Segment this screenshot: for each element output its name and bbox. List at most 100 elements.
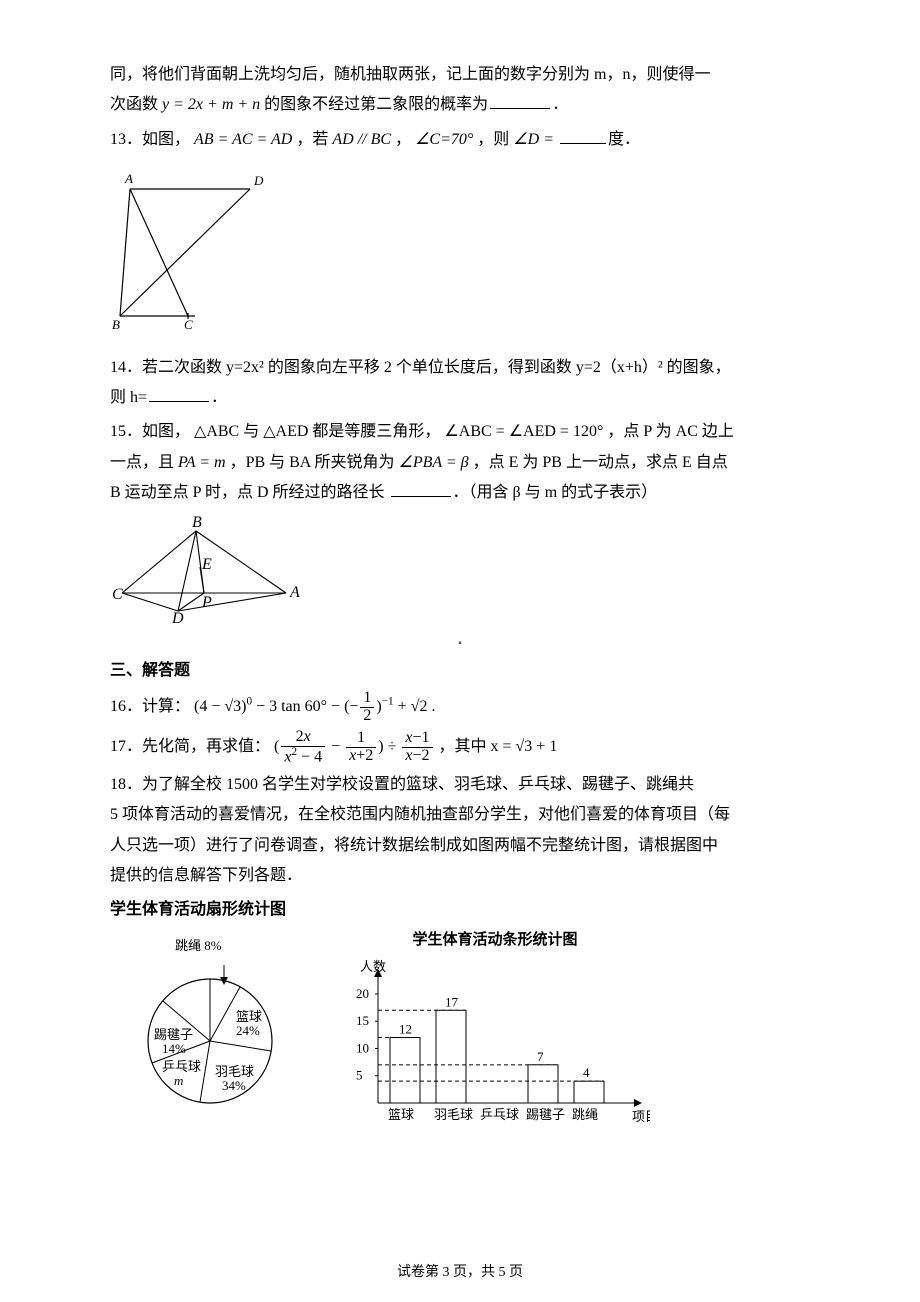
q15-pa: PA = m: [178, 454, 226, 471]
pie-pct-badminton: 34%: [222, 1078, 246, 1093]
q15-label-D: D: [171, 610, 184, 625]
q15-and: 与: [243, 423, 263, 440]
q18: 18．为了解全校 1500 名学生对学校设置的篮球、羽毛球、乒乓球、踢毽子、跳绳…: [110, 770, 810, 892]
q18-charts: 篮球 24% 羽毛球 34% 乒乓球 m 踢毽子 14% 跳绳 8% 学生体育活…: [110, 926, 810, 1145]
svg-text:篮球: 篮球: [388, 1107, 414, 1122]
q12-line2-prefix: 次函数: [110, 96, 162, 113]
svg-text:7: 7: [537, 1049, 544, 1064]
q12-end: ．: [552, 96, 568, 113]
q18-chart-title: 学生体育活动扇形统计图: [110, 895, 810, 925]
q13-label-D: D: [253, 173, 264, 188]
q15-aed: △AED: [263, 423, 308, 440]
page-footer: 试卷第 3 页，共 5 页: [0, 1260, 920, 1287]
svg-text:踢毽子: 踢毽子: [526, 1107, 565, 1122]
svg-text:20: 20: [356, 986, 369, 1001]
pie-top-label: 跳绳 8%: [175, 938, 222, 953]
svg-text:12: 12: [399, 1022, 412, 1037]
pie-chart: 篮球 24% 羽毛球 34% 乒乓球 m 踢毽子 14% 跳绳 8%: [110, 926, 320, 1137]
q13-cond2: AD // BC: [332, 131, 391, 148]
q13-mid1: ，若: [296, 131, 332, 148]
svg-text:人数: 人数: [360, 959, 386, 974]
q16-prefix: 16．计算：: [110, 698, 190, 715]
q17: 17．先化简，再求值： (2xx2 − 4 − 1x+2) ÷ x−1x−2 ，…: [110, 729, 810, 766]
q13-mid3: ，则: [477, 131, 513, 148]
pie-pct-basketball: 24%: [236, 1023, 260, 1038]
q15-abc: △ABC: [194, 423, 239, 440]
footer-mid: 页，共: [450, 1265, 499, 1280]
q14-line1: 14．若二次函数 y=2x² 的图象向左平移 2 个单位长度后，得到函数 y=2…: [110, 359, 731, 376]
q14-blank: [149, 385, 209, 402]
center-mark: ▪: [458, 634, 462, 653]
q13-cond1: AB = AC = AD: [194, 131, 296, 148]
svg-text:10: 10: [356, 1041, 369, 1056]
q13-label-A: A: [124, 171, 133, 186]
q15-angle: ∠ABC = ∠AED = 120°: [444, 423, 603, 440]
q18-line3: 人只选一项）进行了问卷调查，将统计数据绘制成如图两幅不完整统计图，请根据图中: [110, 837, 718, 854]
q15-label-C: C: [112, 586, 123, 603]
q15-label-E: E: [201, 556, 212, 573]
section3-heading: 三、解答题: [110, 656, 810, 686]
q17-expr: (2xx2 − 4 − 1x+2) ÷ x−1x−2: [274, 738, 438, 755]
q16: 16．计算： (4 − √3)0 − 3 tan 60° − (−12)−1 +…: [110, 690, 810, 725]
q14-line2-prefix: 则 h=: [110, 389, 147, 406]
svg-text:项目: 项目: [632, 1109, 650, 1124]
q15: 15．如图， △ABC 与 △AED 都是等腰三角形， ∠ABC = ∠AED …: [110, 417, 810, 508]
q15-label-A: A: [289, 584, 300, 601]
svg-text:4: 4: [583, 1065, 590, 1080]
svg-text:跳绳: 跳绳: [572, 1107, 598, 1122]
q12-line2-suffix: 的图象不经过第二象限的概率为: [264, 96, 488, 113]
q15-line3-prefix: B 运动至点 P 时，点 D 所经过的路径长: [110, 484, 389, 501]
pie-pct-pingpong: m: [174, 1073, 183, 1088]
svg-text:乒乓球: 乒乓球: [480, 1107, 519, 1122]
footer-num: 3: [443, 1265, 450, 1280]
q18-line4: 提供的信息解答下列各题．: [110, 867, 302, 884]
footer-prefix: 试卷第: [397, 1265, 443, 1280]
q12-line1: 同，将他们背面朝上洗均匀后，随机抽取两张，记上面的数字分别为 m，n，则使得一: [110, 66, 710, 83]
pie-label-tijian: 踢毽子: [154, 1027, 193, 1042]
q15-label-P: P: [201, 594, 212, 611]
q15-mid3: ，PB 与 BA 所夹锐角为: [230, 454, 399, 471]
q15-mid4: ，点 E 为 PB 上一动点，求点 E 自点: [473, 454, 728, 471]
q13-figure: A D B C: [110, 161, 810, 342]
q13-blank: [560, 127, 606, 144]
q17-prefix: 17．先化简，再求值：: [110, 738, 270, 755]
q13-label-C: C: [184, 317, 193, 331]
bar-chart: 学生体育活动条形统计图 人数项目 5 10 15 20 12 篮球 17 羽毛球乒乓球 7 踢毽子 4…: [340, 926, 650, 1145]
q18-line1: 18．为了解全校 1500 名学生对学校设置的篮球、羽毛球、乒乓球、踢毽子、跳绳…: [110, 776, 694, 793]
pie-label-pingpong: 乒乓球: [162, 1059, 201, 1074]
q17-mid: ，其中 x = √3 + 1: [439, 738, 558, 755]
footer-suffix: 页: [506, 1265, 524, 1280]
q15-mid1: 都是等腰三角形，: [312, 423, 440, 440]
q15-line1-prefix: 15．如图，: [110, 423, 190, 440]
q15-blank: [391, 480, 451, 497]
q14-line2-suffix: ．: [211, 389, 227, 406]
q13-prefix: 13．如图，: [110, 131, 190, 148]
q18-line2: 5 项体育活动的喜爱情况，在全校范围内随机抽查部分学生，对他们喜爱的体育项目（每: [110, 806, 730, 823]
q12: 同，将他们背面朝上洗均匀后，随机抽取两张，记上面的数字分别为 m，n，则使得一 …: [110, 60, 810, 121]
footer-total: 5: [499, 1265, 506, 1280]
q15-figure: B C A E P D: [110, 515, 810, 636]
q12-eq: y = 2x + m + n: [162, 96, 260, 113]
q13-label-B: B: [112, 317, 120, 331]
pie-label-basketball: 篮球: [236, 1009, 262, 1024]
q15-label-B: B: [192, 515, 202, 531]
q13-mid2: ，: [395, 131, 411, 148]
q13-cond3: ∠C=70°: [415, 131, 473, 148]
q15-line2-prefix: 一点，且: [110, 454, 178, 471]
q14: 14．若二次函数 y=2x² 的图象向左平移 2 个单位长度后，得到函数 y=2…: [110, 353, 810, 414]
q15-mid2: ，点 P 为 AC 边上: [607, 423, 734, 440]
pie-label-badminton: 羽毛球: [215, 1064, 254, 1079]
q15-pba: ∠PBA = β: [398, 454, 468, 471]
q13: 13．如图， AB = AC = AD ，若 AD // BC ， ∠C=70°…: [110, 125, 810, 155]
svg-text:羽毛球: 羽毛球: [434, 1107, 473, 1122]
q13-cond4: ∠D =: [513, 131, 558, 148]
pie-pct-tijian: 14%: [162, 1041, 186, 1056]
bar-title: 学生体育活动条形统计图: [340, 926, 650, 955]
q12-blank: [490, 92, 550, 109]
q15-line3-suffix: ．（用含 β 与 m 的式子表示）: [453, 484, 658, 501]
svg-text:15: 15: [356, 1013, 369, 1028]
q13-suffix: 度．: [608, 131, 640, 148]
svg-text:5: 5: [356, 1068, 363, 1083]
q16-expr: (4 − √3)0 − 3 tan 60° − (−12)−1 + √2 .: [194, 698, 435, 715]
svg-text:17: 17: [445, 995, 459, 1010]
